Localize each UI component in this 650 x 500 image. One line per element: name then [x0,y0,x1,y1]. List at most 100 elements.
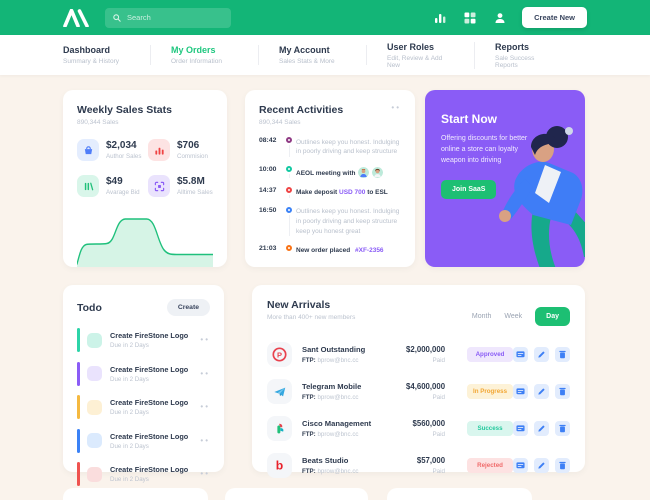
recent-activities-title: Recent Activities [259,104,344,116]
more-options-icon[interactable]: •• [200,368,210,378]
arrival-paid: Paid [432,356,446,364]
todo-card: Todo Create Create FireStone Logo Due in… [63,285,224,486]
arrival-name: Beats Studio [302,456,349,466]
stat-label: Alltime Sales [177,189,213,196]
activity-time: 08:42 [259,137,277,144]
edit-button[interactable] [534,458,549,473]
activity-item: 14:37 Make deposit USD 700 to ESL [259,187,401,206]
todo-item-due: Due in 2 Days [110,375,149,383]
delete-button[interactable] [555,458,570,473]
partial-card [63,488,208,500]
create-new-button[interactable]: Create New [522,7,587,28]
arrival-paid: Paid [432,467,446,475]
todo-checkbox[interactable] [87,399,102,415]
timeline-dot [286,206,292,213]
activity-time: 16:50 [259,206,277,214]
app-logo-icon[interactable] [63,8,89,27]
edit-button[interactable] [534,421,549,436]
todo-checkbox[interactable] [87,332,102,348]
delete-button[interactable] [555,347,570,362]
tab-month[interactable]: Month [471,313,492,320]
todo-item-due: Due in 2 Days [110,476,149,483]
todo-item: Create FireStone Logo Due in 2 Days •• [77,395,210,419]
nav-label: Reports [495,41,530,52]
stat-alltime-sales: $5.8M Alltime Sales [148,175,213,197]
apps-grid-icon[interactable] [462,10,478,26]
nav-sublabel: Edit, Review & Add New [387,54,443,69]
todo-checkbox[interactable] [87,433,102,448]
nav-sublabel: Sale Success Reports [495,54,535,69]
delete-button[interactable] [555,384,570,399]
arrival-row: b Beats Studio FTP: bprow@bnc.cc $57,000… [267,447,570,484]
arrival-name: Sant Outstanding [302,345,366,355]
lines-icon [77,175,99,197]
nav-sublabel: Order Information [171,58,222,65]
todo-checkbox[interactable] [87,366,102,381]
todo-item: Create FireStone Logo Due in 2 Days •• [77,328,210,352]
arrival-row: P Sant Outstanding FTP: bprow@bnc.cc $2,… [267,336,570,373]
top-bar: Create New [0,0,650,35]
activity-time: 21:03 [259,245,277,253]
activity-item: 08:42 Outlines keep you honest. Indulgin… [259,137,401,166]
todo-checkbox[interactable] [87,466,102,482]
activity-text: AEOL meeting with [296,166,401,178]
nav-item-user-roles[interactable]: User Roles Edit, Review & Add New [387,41,475,69]
todo-item-title: Create FireStone Logo [110,465,189,474]
scan-icon [148,175,170,197]
arrival-name: Telegram Mobile [302,382,362,392]
cisco-logo [267,416,292,441]
arrival-amount: $57,000 [416,456,446,466]
promo-body: Offering discounts for better online a s… [441,135,528,164]
delete-button[interactable] [555,421,570,436]
todo-item: Create FireStone Logo Due in 2 Days •• [77,361,210,386]
tab-day[interactable]: Day [535,307,570,326]
activity-item: 10:00 AEOL meeting with [259,166,401,187]
todo-item: Create FireStone Logo Due in 2 Days •• [77,428,210,453]
stat-value: $706 [177,140,200,151]
order-link[interactable]: #XF-2356 [355,246,384,254]
tab-week[interactable]: Week [504,313,523,320]
more-options-icon[interactable]: •• [200,435,210,445]
more-options-icon[interactable]: •• [391,103,401,112]
arrival-amount: $2,000,000 [406,345,446,355]
arrival-ftp: FTP: bprow@bnc.cc [302,393,359,401]
edit-button[interactable] [534,347,549,362]
nav-label: Dashboard [63,45,111,55]
edit-button[interactable] [534,384,549,399]
stat-value: $2,034 [106,140,137,151]
avatar [358,166,370,178]
join-saas-button[interactable]: Join SaaS [441,179,497,199]
user-profile-icon[interactable] [492,10,508,26]
nav-item-reports[interactable]: Reports Sale Success Reports [495,42,583,69]
avatar [372,166,384,178]
nav-label: User Roles [387,41,435,52]
arrival-amount: $4,600,000 [406,382,446,392]
arrival-paid: Paid [432,430,446,438]
weekly-sales-subtitle: 890,344 Sales [77,119,119,126]
nav-sublabel: Summary & History [63,58,119,65]
message-button[interactable] [513,458,528,473]
message-button[interactable] [513,421,528,436]
activity-time: 10:00 [259,166,277,173]
timeline-dot [286,166,292,172]
search-box[interactable] [105,7,231,28]
todo-item: Create FireStone Logo Due in 2 Days •• [77,462,210,486]
recent-activities-subtitle: 890,344 Sales [259,119,301,126]
more-options-icon[interactable]: •• [200,335,210,344]
message-button[interactable] [513,384,528,399]
todo-create-button[interactable]: Create [166,299,210,316]
beats-logo: b [267,453,292,478]
message-button[interactable] [513,347,528,362]
arrival-ftp: FTP: bprow@bnc.cc [302,430,359,438]
nav-item-dashboard[interactable]: Dashboard Summary & History [63,45,151,65]
analytics-icon[interactable] [432,10,448,26]
more-options-icon[interactable]: •• [200,469,210,478]
activity-text: New order placed #XF-2356 [296,246,384,254]
search-input[interactable] [127,13,217,22]
nav-sublabel: Sales Stats & More [279,58,335,65]
todo-accent-bar [77,395,80,419]
more-options-icon[interactable]: •• [200,402,210,411]
nav-item-my-orders[interactable]: My Orders Order Information [171,45,259,65]
nav-item-my-account[interactable]: My Account Sales Stats & More [279,45,367,65]
status-badge: Approved [467,347,513,362]
